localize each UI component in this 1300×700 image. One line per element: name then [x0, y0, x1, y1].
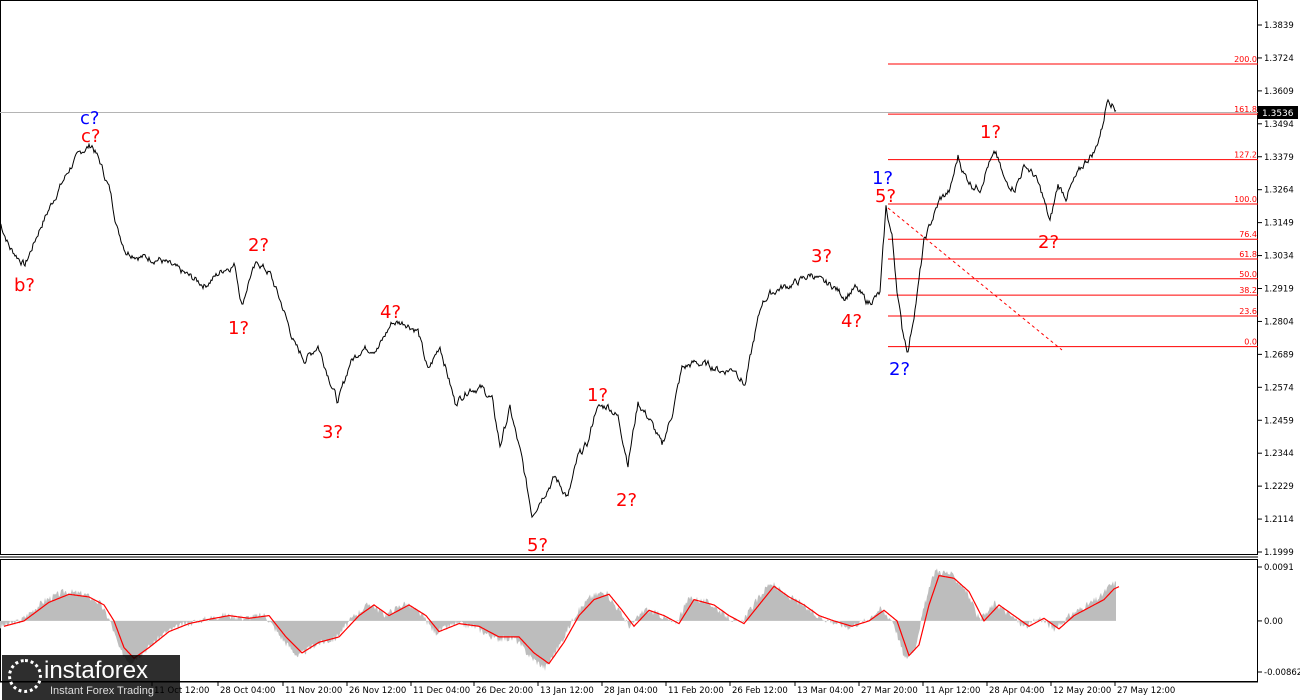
time-tick-label: 27 May 12:00: [1117, 686, 1175, 696]
price-tick-label: 1.3149: [1264, 219, 1294, 229]
time-axis: 11 Oct 12:00 28 Oct 04:00 11 Nov 20:00 26 N…: [151, 682, 1175, 696]
time-tick-label: 27 Mar 20:00: [861, 686, 918, 696]
price-line: [0, 98, 1117, 519]
price-tick-label: 1.2114: [1264, 515, 1294, 525]
indicator-axis: 0.0091 0.00 -0.00862: [1258, 563, 1300, 678]
time-tick-label: 11 Feb 20:00: [668, 686, 724, 696]
current-price-label: 1.3536: [1262, 109, 1294, 119]
price-tick-label: 1.3379: [1264, 153, 1294, 163]
fib-trendline: [887, 207, 1063, 351]
wave-label: 3?: [322, 422, 343, 443]
wave-label: b?: [14, 275, 35, 296]
price-tick-label: 1.2459: [1264, 416, 1294, 426]
indicator-tick-label: 0.00: [1264, 617, 1283, 627]
price-tick-label: 1.2574: [1264, 383, 1294, 393]
price-tick-label: 1.3839: [1264, 21, 1294, 31]
wave-label: 2?: [1038, 232, 1059, 253]
fib-level-label: 200.0: [1234, 55, 1257, 64]
price-tick-label: 1.3264: [1264, 186, 1294, 196]
price-series: [0, 98, 1117, 519]
time-tick-label: 26 Nov 12:00: [349, 686, 406, 696]
indicator-series: [0, 568, 1120, 671]
fib-level-label: 161.8: [1234, 105, 1257, 114]
watermark-name: instaforex: [44, 657, 149, 684]
time-tick-label: 13 Mar 04:00: [797, 686, 854, 696]
indicator-tick-label: 0.0091: [1264, 563, 1294, 573]
price-tick-label: 1.2344: [1264, 449, 1294, 459]
wave-label: 5?: [875, 186, 896, 207]
time-tick-label: 11 Nov 20:00: [285, 686, 342, 696]
wave-label: 2?: [616, 490, 637, 511]
watermark-tagline: Instant Forex Trading: [50, 685, 154, 697]
time-tick-label: 11 Apr 12:00: [925, 686, 980, 696]
wave-label: 4?: [380, 302, 401, 323]
fib-level-label: 76.4: [1239, 230, 1257, 239]
fibonacci-levels: 200.0 161.8 127.2 100.0 76.4 61.8 50.0 38.2 23.6…: [888, 55, 1258, 348]
price-tick-label: 1.1999: [1264, 548, 1294, 558]
fib-level-label: 38.2: [1239, 286, 1257, 295]
price-tick-label: 1.3724: [1264, 54, 1294, 64]
wave-label: 5?: [527, 535, 548, 556]
instaforex-logo-icon: [8, 659, 42, 693]
wave-label: 1?: [872, 168, 893, 189]
wave-label: 2?: [248, 235, 269, 256]
time-tick-label: 13 Jan 12:00: [540, 686, 594, 696]
time-tick-label: 26 Dec 20:00: [476, 686, 533, 696]
fib-level-label: 100.0: [1234, 195, 1257, 204]
wave-labels: c?c?b?2?1?4?3?5?1?2?3?4?1?5?2?1?2?: [14, 108, 1059, 556]
price-tick-label: 1.3034: [1264, 252, 1294, 262]
time-tick-label: 11 Dec 04:00: [413, 686, 470, 696]
time-tick-label: 28 Apr 04:00: [989, 686, 1044, 696]
time-tick-label: 28 Jan 04:00: [604, 686, 658, 696]
fib-level-label: 0.0: [1244, 338, 1257, 347]
wave-label: 4?: [841, 311, 862, 332]
fib-level-label: 127.2: [1234, 151, 1257, 160]
wave-label: c?: [81, 126, 100, 147]
wave-label: 1?: [587, 385, 608, 406]
fib-level-label: 50.0: [1239, 270, 1257, 279]
fib-level-label: 61.8: [1239, 250, 1257, 259]
indicator-tick-label: -0.00862: [1264, 668, 1300, 678]
main-chart-frame: [0, 0, 1258, 555]
time-tick-label: 26 Feb 12:00: [732, 686, 788, 696]
time-tick-label: 12 May 20:00: [1053, 686, 1111, 696]
price-tick-label: 1.3494: [1264, 120, 1294, 130]
price-tick-label: 1.2919: [1264, 285, 1294, 295]
current-price-box: [1258, 106, 1298, 119]
instaforex-watermark: instaforex Instant Forex Trading: [2, 655, 180, 700]
time-tick-label: 28 Oct 04:00: [220, 686, 275, 696]
price-tick-label: 1.2689: [1264, 350, 1294, 360]
price-tick-label: 1.2229: [1264, 482, 1294, 492]
time-tick-label: 11 Oct 12:00: [154, 686, 209, 696]
price-tick-label: 1.3609: [1264, 87, 1294, 97]
price-tick-label: 1.2804: [1264, 317, 1294, 327]
wave-label: 2?: [889, 359, 910, 380]
wave-label: 1?: [980, 122, 1001, 143]
price-axis: 1.3839 1.3724 1.3609 1.3494 1.3379 1.3264 1.31…: [1258, 21, 1294, 558]
wave-label: 3?: [811, 246, 832, 267]
wave-label: c?: [80, 108, 99, 129]
indicator-signal-line: [3, 574, 1120, 665]
wave-label: 1?: [228, 318, 249, 339]
fib-level-label: 23.6: [1239, 307, 1257, 316]
